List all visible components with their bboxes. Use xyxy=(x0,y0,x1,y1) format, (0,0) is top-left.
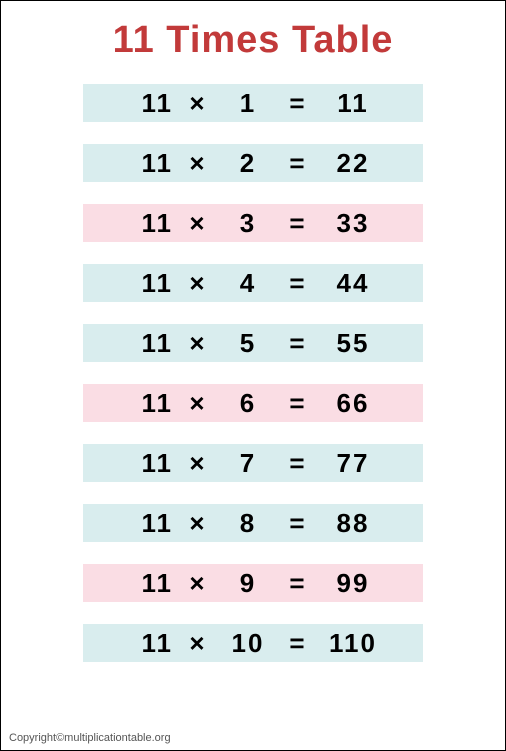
table-row: 11×3=33 xyxy=(83,204,423,242)
multiplier: 10 xyxy=(223,628,273,659)
page-title: 11 Times Table xyxy=(1,19,505,62)
times-symbol: × xyxy=(173,148,223,179)
table-row: 11×10=110 xyxy=(83,624,423,662)
table-row: 11×7=77 xyxy=(83,444,423,482)
multiplicand: 11 xyxy=(123,628,173,659)
result: 66 xyxy=(323,388,383,419)
result: 55 xyxy=(323,328,383,359)
equals-symbol: = xyxy=(273,328,323,359)
times-symbol: × xyxy=(173,568,223,599)
multiplier: 5 xyxy=(223,328,273,359)
multiplicand: 11 xyxy=(123,208,173,239)
multiplicand: 11 xyxy=(123,388,173,419)
times-symbol: × xyxy=(173,88,223,119)
multiplier: 9 xyxy=(223,568,273,599)
multiplier: 6 xyxy=(223,388,273,419)
equals-symbol: = xyxy=(273,508,323,539)
multiplicand: 11 xyxy=(123,568,173,599)
result: 99 xyxy=(323,568,383,599)
copyright-text: Copyright©multiplicationtable.org xyxy=(9,732,171,744)
times-symbol: × xyxy=(173,508,223,539)
result: 11 xyxy=(323,88,383,119)
multiplicand: 11 xyxy=(123,508,173,539)
multiplier: 1 xyxy=(223,88,273,119)
result: 22 xyxy=(323,148,383,179)
equals-symbol: = xyxy=(273,448,323,479)
equals-symbol: = xyxy=(273,148,323,179)
multiplicand: 11 xyxy=(123,88,173,119)
times-symbol: × xyxy=(173,388,223,419)
table-row: 11×5=55 xyxy=(83,324,423,362)
equals-symbol: = xyxy=(273,568,323,599)
equals-symbol: = xyxy=(273,628,323,659)
times-symbol: × xyxy=(173,328,223,359)
times-symbol: × xyxy=(173,268,223,299)
equals-symbol: = xyxy=(273,208,323,239)
result: 44 xyxy=(323,268,383,299)
result: 110 xyxy=(323,628,383,659)
times-table-rows: 11×1=1111×2=2211×3=3311×4=4411×5=5511×6=… xyxy=(1,84,505,662)
times-symbol: × xyxy=(173,628,223,659)
multiplicand: 11 xyxy=(123,448,173,479)
multiplicand: 11 xyxy=(123,268,173,299)
table-row: 11×2=22 xyxy=(83,144,423,182)
multiplicand: 11 xyxy=(123,148,173,179)
times-symbol: × xyxy=(173,208,223,239)
multiplier: 3 xyxy=(223,208,273,239)
table-row: 11×9=99 xyxy=(83,564,423,602)
table-row: 11×1=11 xyxy=(83,84,423,122)
multiplicand: 11 xyxy=(123,328,173,359)
multiplier: 4 xyxy=(223,268,273,299)
result: 77 xyxy=(323,448,383,479)
table-row: 11×4=44 xyxy=(83,264,423,302)
multiplier: 2 xyxy=(223,148,273,179)
result: 33 xyxy=(323,208,383,239)
times-symbol: × xyxy=(173,448,223,479)
equals-symbol: = xyxy=(273,268,323,299)
table-row: 11×6=66 xyxy=(83,384,423,422)
multiplier: 8 xyxy=(223,508,273,539)
equals-symbol: = xyxy=(273,88,323,119)
result: 88 xyxy=(323,508,383,539)
multiplier: 7 xyxy=(223,448,273,479)
equals-symbol: = xyxy=(273,388,323,419)
table-row: 11×8=88 xyxy=(83,504,423,542)
